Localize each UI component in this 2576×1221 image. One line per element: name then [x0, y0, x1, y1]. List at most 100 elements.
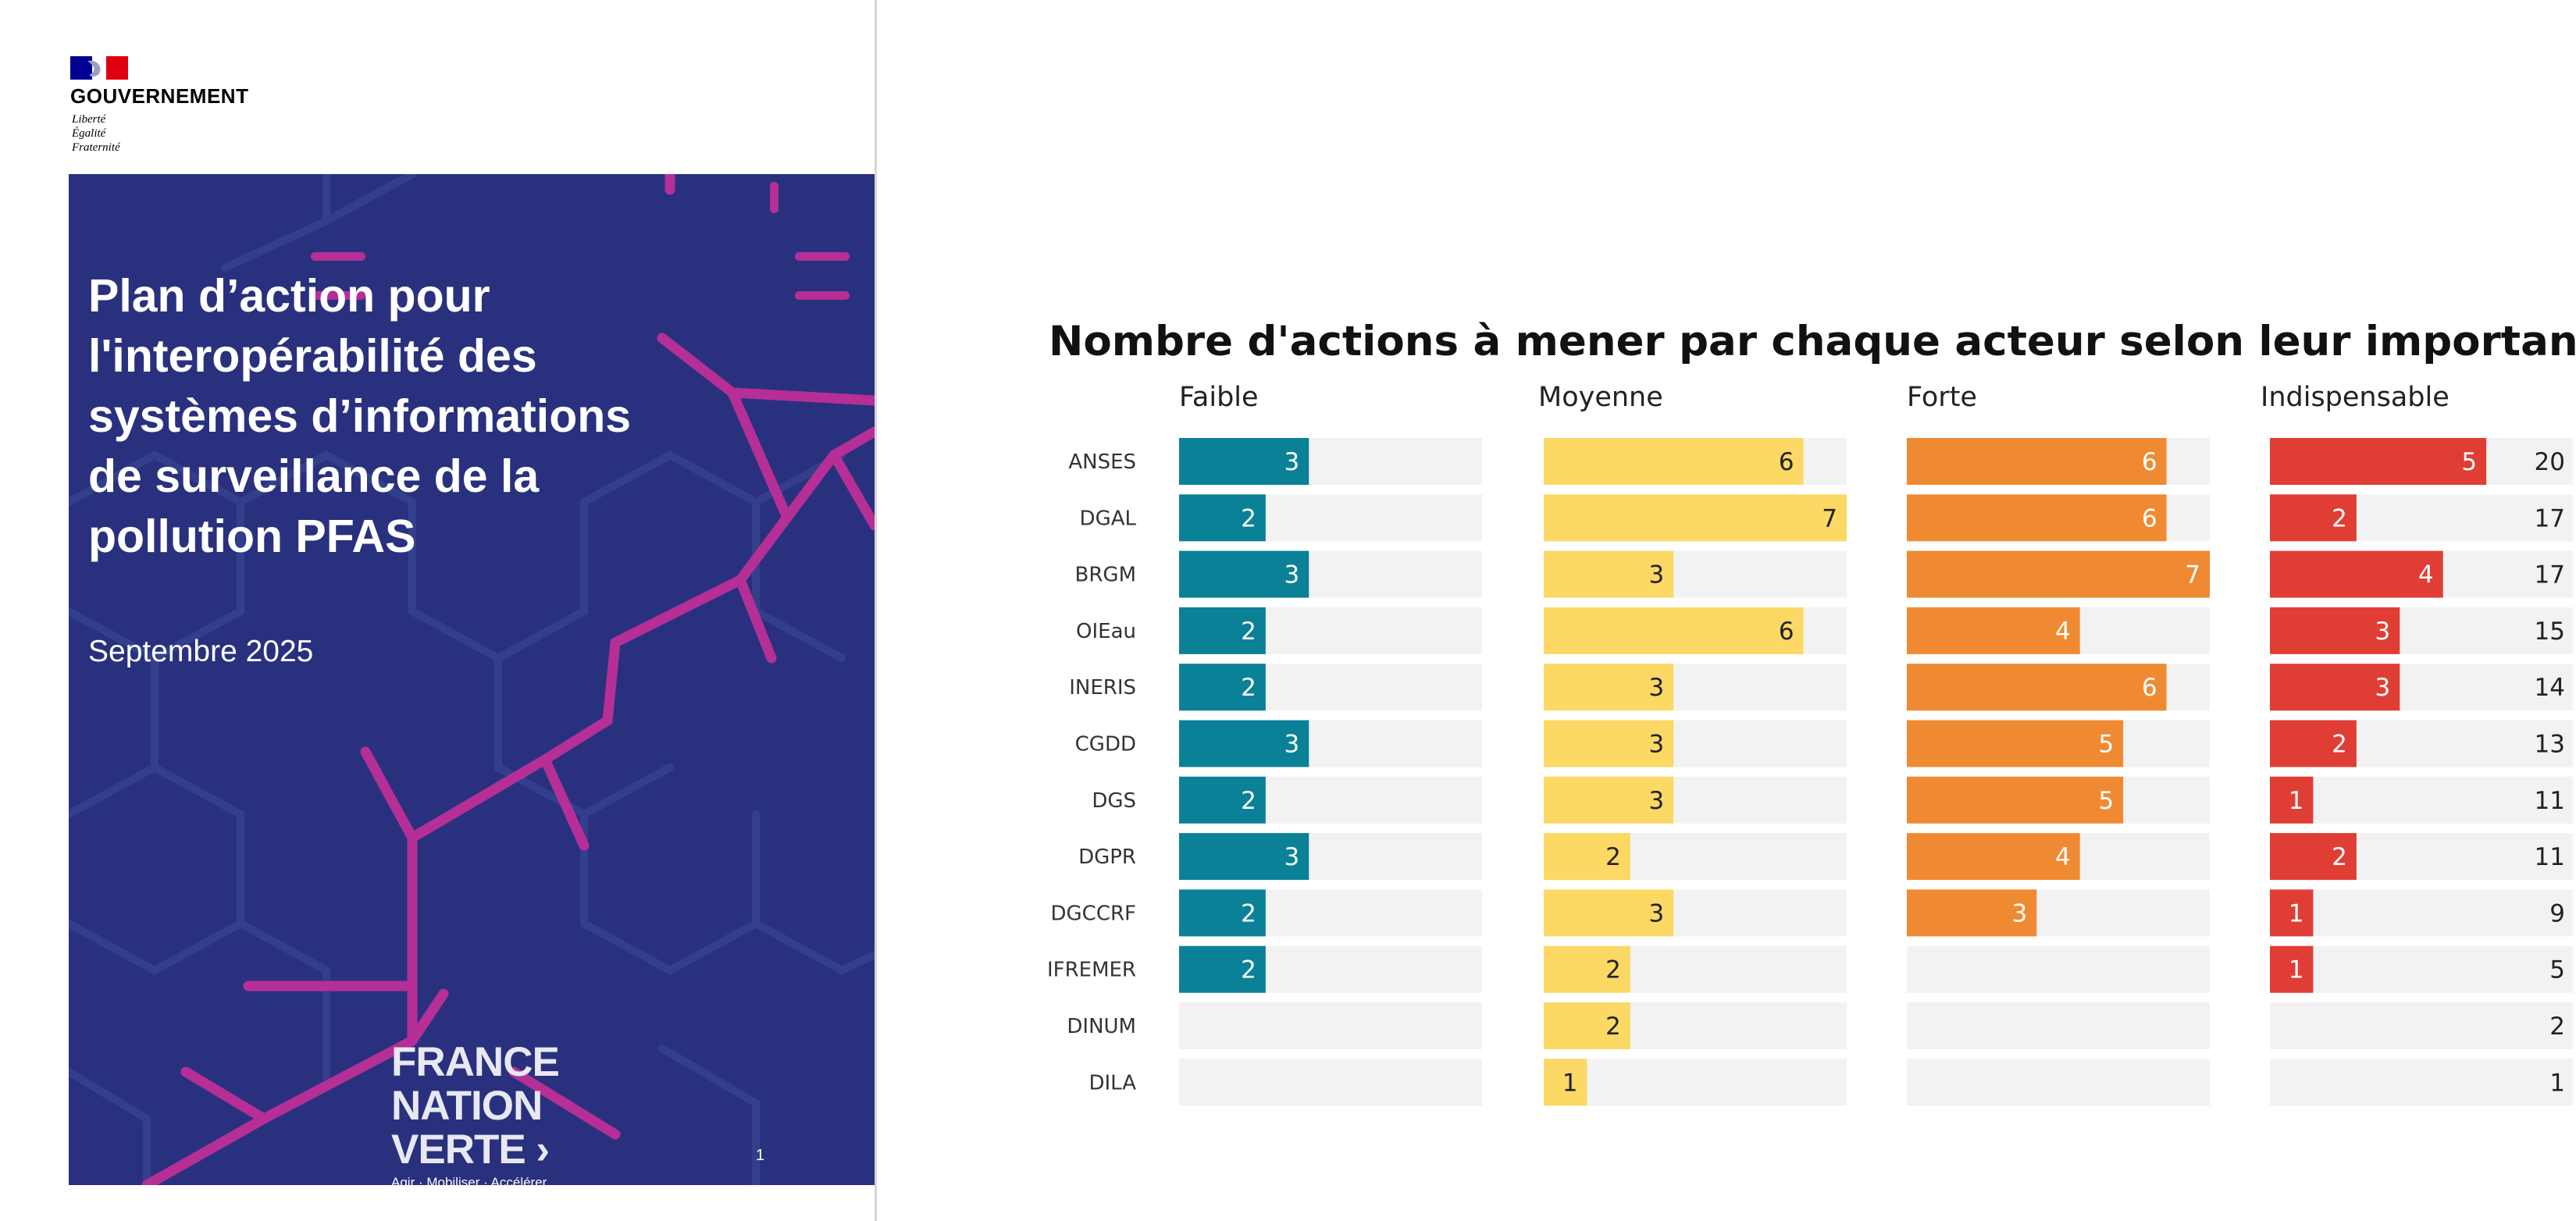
category-header-forte: Forte: [1907, 382, 1977, 413]
bar: [1544, 494, 1847, 542]
bar-value-label: 6: [2142, 674, 2157, 702]
row-total-label: 17: [2535, 561, 2565, 589]
bar: [2270, 607, 2400, 654]
bar-track: [1179, 1059, 1482, 1106]
bar-track: [1179, 1002, 1482, 1049]
motto-line: Égalité: [72, 127, 106, 140]
bar-value-label: 6: [1779, 448, 1794, 476]
bar: [2270, 776, 2314, 824]
bar-track: [1907, 1002, 2210, 1049]
bar-value-label: 7: [1822, 504, 1837, 532]
bar-value-label: 7: [2185, 561, 2200, 589]
bar-value-label: 3: [1284, 561, 1300, 589]
bar-value-label: 2: [2332, 504, 2347, 532]
bar: [1907, 833, 2080, 881]
bar-track: [2270, 945, 2573, 993]
row-label: DGAL: [1080, 507, 1137, 530]
bar: [1544, 889, 1674, 937]
cover-title: Plan d’action pour l'interopérabilité de…: [88, 266, 760, 567]
logo-line: NATION: [391, 1083, 543, 1129]
bar-track: [2270, 1002, 2573, 1049]
bar: [1544, 1002, 1630, 1049]
bar-value-label: 6: [2142, 504, 2157, 532]
cover-title-line: pollution PFAS: [88, 511, 416, 562]
bar: [2270, 438, 2487, 485]
bar: [1907, 889, 2037, 937]
bar-value-label: 3: [2375, 618, 2391, 646]
bar: [1179, 664, 1266, 711]
bar-chart: Faible Moyenne Forte Indispensable ANSES 3 6 6 5…: [1047, 382, 2573, 1106]
bar-value-label: 4: [2055, 618, 2071, 646]
bar-value-label: 3: [2375, 674, 2391, 702]
row-label: INERIS: [1069, 676, 1136, 699]
bar-value-label: 3: [1284, 843, 1300, 871]
bar-value-label: 2: [2332, 731, 2347, 759]
row-total-label: 9: [2549, 899, 2565, 927]
bar-value-label: 3: [1649, 674, 1665, 702]
row-total-label: 11: [2535, 787, 2565, 815]
bar: [1179, 945, 1266, 993]
bar-value-label: 2: [1241, 504, 1256, 532]
cover-page: GOUVERNEMENT Liberté Égalité Fraternité: [0, 0, 875, 1221]
bar-value-label: 3: [1649, 561, 1665, 589]
bar-value-label: 1: [2289, 956, 2304, 984]
page-divider: [875, 0, 877, 1221]
molecule-pattern: [69, 174, 875, 1185]
bar-value-label: 4: [2055, 843, 2071, 871]
government-logo: GOUVERNEMENT Liberté Égalité Fraternité: [70, 56, 273, 158]
cover-title-line: l'interopérabilité des: [88, 330, 537, 382]
row-total-label: 20: [2535, 448, 2565, 476]
bar-value-label: 2: [1605, 1013, 1621, 1041]
bar-value-label: 3: [1649, 787, 1665, 815]
bar-value-label: 6: [2142, 448, 2157, 476]
bar-track: [1907, 1059, 2210, 1106]
bar: [1544, 720, 1674, 767]
bar: [1179, 607, 1266, 654]
bar: [2270, 945, 2314, 993]
bar: [2270, 720, 2357, 767]
bar: [1179, 833, 1309, 881]
bar-value-label: 1: [2289, 899, 2304, 927]
bar-value-label: 3: [2012, 899, 2028, 927]
france-nation-verte-logo: FRANCE NATION VERTE › Agir · Mobiliser ·…: [391, 1039, 571, 1186]
government-motto: Liberté Égalité Fraternité: [72, 112, 120, 155]
bar: [1544, 664, 1674, 711]
bar: [1544, 833, 1630, 881]
cover-title-line: systèmes d’informations: [88, 390, 632, 442]
row-label: DGPR: [1078, 845, 1136, 869]
row-label: DGCCRF: [1051, 902, 1137, 925]
marianne-flag-icon: [70, 56, 128, 80]
bar: [2270, 494, 2357, 542]
bar-value-label: 6: [1779, 618, 1794, 646]
logo-line: FRANCE: [391, 1039, 560, 1085]
motto-line: Fraternité: [72, 141, 120, 154]
bar-value-label: 2: [1241, 899, 1256, 927]
bar-value-label: 3: [1649, 731, 1665, 759]
row-total-label: 2: [2549, 1013, 2565, 1041]
row-total-label: 15: [2535, 618, 2565, 646]
bar-value-label: 2: [1241, 956, 1256, 984]
bar: [1179, 494, 1266, 542]
chart-title: Nombre d'actions à mener par chaque acte…: [1049, 318, 2576, 365]
bar: [2270, 664, 2400, 711]
row-total-label: 5: [2549, 956, 2565, 984]
bar-value-label: 2: [1241, 674, 1256, 702]
bar: [1179, 889, 1266, 937]
bar: [1179, 720, 1309, 767]
row-label: CGDD: [1075, 733, 1136, 756]
bar: [2270, 550, 2443, 598]
row-total-label: 11: [2535, 843, 2565, 871]
page-number: 1: [756, 1147, 765, 1164]
bar: [1907, 607, 2080, 654]
bar-value-label: 3: [1284, 731, 1300, 759]
bar-track: [2270, 1059, 2573, 1106]
logo-slogan: Agir · Mobiliser · Accélérer: [391, 1175, 547, 1185]
row-label: DILA: [1088, 1071, 1136, 1095]
bar: [1907, 550, 2210, 598]
bar-track: [1544, 1059, 1847, 1106]
bar-track: [2270, 889, 2573, 937]
row-total-label: 17: [2535, 504, 2565, 532]
bar-value-label: 5: [2098, 731, 2114, 759]
bar-value-label: 1: [1562, 1069, 1578, 1097]
bar: [1907, 664, 2167, 711]
